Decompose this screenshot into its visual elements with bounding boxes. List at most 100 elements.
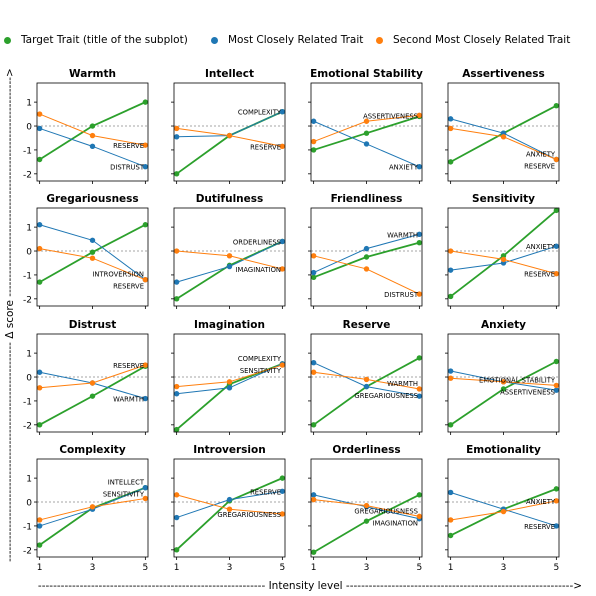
second-point (416, 386, 423, 392)
second-point (416, 513, 423, 520)
related-point (36, 125, 43, 132)
related-point (363, 383, 370, 390)
subplot-title: Distrust (69, 319, 117, 331)
second-point (36, 111, 43, 117)
x-tick-label: 1 (37, 563, 43, 573)
x-tick-label: 1 (311, 563, 317, 573)
subplot-title: Assertiveness (462, 68, 545, 80)
y-axis-label: ----------------------------------------… (4, 68, 16, 562)
second-point (279, 266, 286, 272)
related-point (173, 134, 180, 140)
subplot: Sensitivity ANXIETY RESERVE (445, 193, 560, 309)
target-point (142, 222, 149, 228)
y-tick-label: -2 (23, 421, 32, 431)
target-point (173, 296, 180, 302)
y-tick-label: -1 (23, 522, 32, 532)
related-annotation: INTROVERSION (92, 271, 144, 279)
second-point (447, 375, 454, 381)
y-tick-label: 1 (26, 350, 32, 360)
related-point (36, 523, 43, 529)
target-point (173, 426, 180, 433)
subplot: Warmth DISTRUST RESERVE -2 -1 0 1 (23, 68, 149, 184)
target-point (363, 130, 370, 136)
second-annotation: ASSERTIVENESS (363, 112, 418, 120)
related-point (416, 231, 423, 237)
second-point (89, 380, 96, 386)
subplot-title: Emotionality (466, 444, 541, 456)
second-point (553, 498, 560, 504)
subplot-title: Imagination (194, 319, 265, 331)
y-tick-label: 0 (26, 374, 32, 384)
legend-label-second: Second Most Closely Related Trait (393, 34, 571, 46)
second-point (279, 511, 286, 517)
x-tick-label: 3 (501, 563, 507, 573)
related-point (36, 369, 43, 375)
related-point (226, 496, 233, 503)
target-point (310, 549, 317, 555)
second-point (226, 506, 233, 512)
subplot-title: Friendliness (331, 193, 403, 205)
target-point (416, 239, 423, 246)
related-point (447, 116, 454, 122)
second-annotation: DISTRUST (384, 291, 419, 299)
related-annotation: RESERVE (250, 488, 281, 496)
related-annotation: COMPLEXITY (238, 355, 282, 363)
second-annotation: RESERVE (113, 283, 144, 291)
target-point (36, 422, 43, 428)
target-point (553, 358, 560, 365)
second-line (39, 113, 146, 146)
legend-dot-target (4, 36, 11, 44)
related-point (447, 489, 454, 496)
y-tick-label: -2 (23, 170, 32, 180)
legend-item-second: Second Most Closely Related Trait (376, 34, 570, 46)
related-annotation: DISTRUST (110, 164, 145, 172)
second-point (226, 379, 233, 385)
second-point (500, 379, 507, 385)
related-point (142, 484, 149, 491)
second-point (142, 495, 149, 502)
subplot: Emotionality RESERVE ANXIETY 1 3 5 (445, 444, 560, 573)
target-point (553, 486, 560, 492)
x-tick-label: 5 (416, 563, 422, 573)
related-point (89, 143, 96, 150)
second-annotation: RESERVE (250, 143, 281, 151)
related-point (363, 245, 370, 252)
target-point (447, 159, 454, 165)
second-annotation: SENSITIVITY (240, 367, 282, 375)
second-point (553, 382, 560, 389)
y-tick-label: 1 (26, 475, 32, 485)
subplot-title: Complexity (59, 444, 125, 456)
related-point (310, 269, 317, 276)
subplot: Reserve GREGARIOUSNESS WARMTH (308, 319, 423, 435)
related-line (176, 241, 283, 283)
subplot: Imagination COMPLEXITY SENSITIVITY (171, 319, 286, 435)
second-point (310, 253, 317, 259)
second-point (279, 143, 286, 150)
y-tick-label: -1 (23, 271, 32, 281)
related-annotation: ORDERLINESS (233, 238, 281, 246)
second-point (363, 266, 370, 272)
subplot-frame (173, 82, 286, 182)
related-point (279, 238, 286, 245)
second-point (89, 255, 96, 261)
subplot: Orderliness IMAGINATION GREGARIOUSNESS 1 3 5 (308, 444, 423, 573)
second-point (310, 496, 317, 503)
legend-label-target: Target Trait (title of the subplot) (21, 34, 188, 46)
second-point (310, 138, 317, 145)
second-point (36, 517, 43, 523)
second-point (553, 271, 560, 277)
target-point (310, 422, 317, 428)
target-point (89, 123, 96, 129)
x-tick-label: 5 (279, 563, 285, 573)
second-annotation: IMAGINATION (236, 266, 281, 274)
subplot-title: Gregariousness (46, 193, 138, 205)
second-annotation: RESERVE (113, 362, 144, 370)
target-point (142, 99, 149, 105)
related-point (310, 359, 317, 366)
subplot-title: Anxiety (481, 319, 526, 331)
second-annotation: WARMTH (387, 380, 418, 388)
legend-dot-related (211, 36, 218, 44)
related-annotation: ANXIETY (389, 164, 419, 172)
related-point (279, 108, 286, 115)
legend-item-related: Most Closely Related Trait (211, 34, 363, 46)
